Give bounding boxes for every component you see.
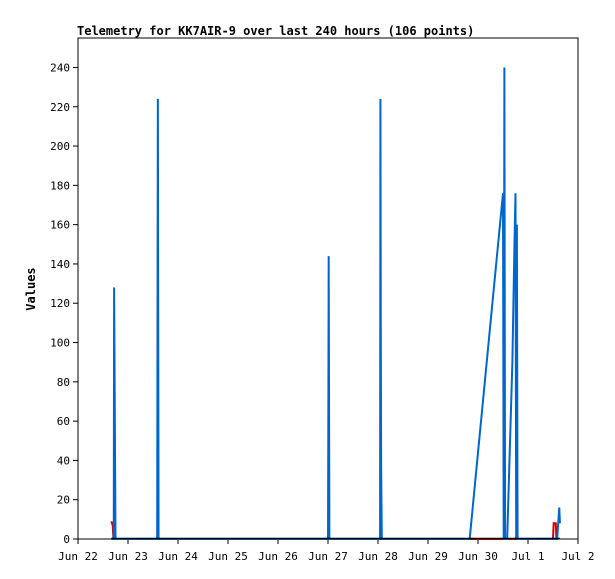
x-tick-label: Jun 25: [208, 550, 248, 563]
y-tick-label: 120: [50, 297, 70, 310]
series-layer: [110, 67, 561, 540]
series-line-2: [111, 67, 561, 540]
x-tick-label: Jun 28: [358, 550, 398, 563]
y-tick-label: 60: [57, 415, 70, 428]
x-tick-label: Jul 1: [511, 550, 544, 563]
x-tick-label: Jun 22: [58, 550, 98, 563]
x-tick-label: Jun 23: [108, 550, 148, 563]
y-axis: 0 20 40 60 80 100 120 140 160 180 200 220 240: [50, 61, 78, 546]
x-tick-label: Jun 27: [308, 550, 348, 563]
y-tick-label: 160: [50, 219, 70, 232]
y-tick-label: 20: [57, 494, 70, 507]
series-line-1: [110, 520, 558, 540]
y-axis-label: Values: [24, 267, 38, 310]
y-tick-label: 200: [50, 140, 70, 153]
x-axis: Jun 22 Jun 23 Jun 24 Jun 25 Jun 26 Jun 27 Jun …: [58, 539, 595, 563]
x-tick-label: Jun 24: [158, 550, 198, 563]
y-tick-label: 0: [63, 533, 70, 546]
chart-title: Telemetry for KK7AIR-9 over last 240 hou…: [77, 24, 474, 38]
y-tick-label: 180: [50, 179, 70, 192]
x-tick-label: Jun 26: [258, 550, 298, 563]
y-tick-label: 140: [50, 258, 70, 271]
y-tick-label: 40: [57, 454, 70, 467]
y-tick-label: 80: [57, 376, 70, 389]
y-tick-label: 220: [50, 101, 70, 114]
y-tick-label: 100: [50, 337, 70, 350]
x-tick-label: Jul 2: [561, 550, 594, 563]
x-tick-label: Jun 29: [408, 550, 448, 563]
y-tick-label: 240: [50, 61, 70, 74]
x-tick-label: Jun 30: [458, 550, 498, 563]
